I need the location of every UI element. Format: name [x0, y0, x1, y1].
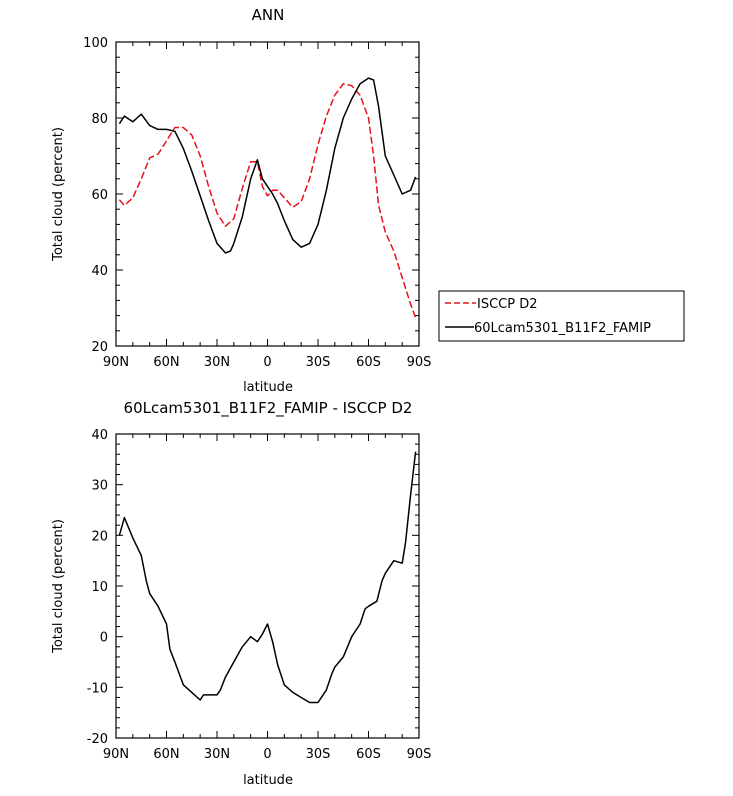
panel2-y-tick-label: -20 — [87, 732, 108, 747]
panel2-y-tick-label: -10 — [87, 681, 108, 696]
panel2-y-tick-label: 30 — [91, 479, 108, 494]
panel2-x-tick-label: 0 — [263, 747, 271, 762]
panel1-y-tick-label: 40 — [91, 264, 108, 279]
panel1-x-tick-label: 60S — [356, 355, 381, 370]
panel2-y-tick-label: 20 — [91, 529, 108, 544]
panel1-x-tick-label: 60N — [153, 355, 179, 370]
panel2-x-tick-label: 30S — [306, 747, 331, 762]
panel1-y-tick-label: 60 — [91, 188, 108, 203]
panel2-y-axis: -20 -10 0 10 20 30 40 — [87, 428, 419, 747]
legend-label-model: 60Lcam5301_B11F2_FAMIP — [474, 321, 651, 336]
legend-frame — [438, 290, 685, 342]
panel2-x-tick-label: 90S — [407, 747, 432, 762]
panel1-x-tick-label: 0 — [263, 355, 271, 370]
panel1-x-axis-label: latitude — [243, 380, 293, 395]
panel2-y-tick-label: 0 — [100, 631, 108, 646]
panel2-plot-frame — [115, 433, 420, 739]
panel1-y-axis-label: Total cloud (percent) — [51, 127, 66, 262]
panel2-x-tick-label: 30N — [204, 747, 230, 762]
panel1-x-tick-label: 90N — [103, 355, 129, 370]
panel2-y-tick-label: 40 — [91, 428, 108, 443]
panel1-title: ANN — [252, 6, 285, 24]
panel1-plot-frame — [115, 41, 420, 347]
panel2-x-tick-label: 60S — [356, 747, 381, 762]
panel2-series-lines — [118, 451, 417, 704]
panel1-y-tick-label: 80 — [91, 112, 108, 127]
panel1-series-lines — [118, 77, 417, 318]
legend-label-isccp: ISCCP D2 — [477, 297, 538, 312]
panel1-y-axis: 20 40 60 80 100 — [83, 36, 419, 355]
panel1-x-axis: 90N 60N 30N 0 30S 60S 90S — [103, 42, 432, 370]
panel2-y-axis-label: Total cloud (percent) — [51, 519, 66, 654]
panel-difference: 60Lcam5301_B11F2_FAMIP - ISCCP D2 -20 -10… — [51, 399, 431, 788]
panel1-y-tick-label: 20 — [91, 340, 108, 355]
panel1-x-tick-label: 30N — [204, 355, 230, 370]
panel2-series-line-0 — [118, 451, 417, 704]
panel2-x-axis: 90N 60N 30N 0 30S 60S 90S — [103, 434, 432, 762]
panel2-title: 60Lcam5301_B11F2_FAMIP - ISCCP D2 — [124, 399, 413, 418]
panel1-series-line-0 — [118, 83, 417, 318]
panel2-x-axis-label: latitude — [243, 773, 293, 788]
panel1-y-tick-label: 100 — [83, 36, 108, 51]
legend: ISCCP D2 60Lcam5301_B11F2_FAMIP — [438, 290, 685, 342]
panel2-x-tick-label: 60N — [153, 747, 179, 762]
panel1-x-tick-label: 30S — [306, 355, 331, 370]
panel1-series-line-1 — [118, 77, 417, 254]
panel2-x-tick-label: 90N — [103, 747, 129, 762]
panel1-x-tick-label: 90S — [407, 355, 432, 370]
panel2-y-tick-label: 10 — [91, 580, 108, 595]
panel-annual-cloud: ANN 20 40 60 80 100 90N 60N 30N 0 30S 60S 90S lati… — [51, 6, 685, 395]
